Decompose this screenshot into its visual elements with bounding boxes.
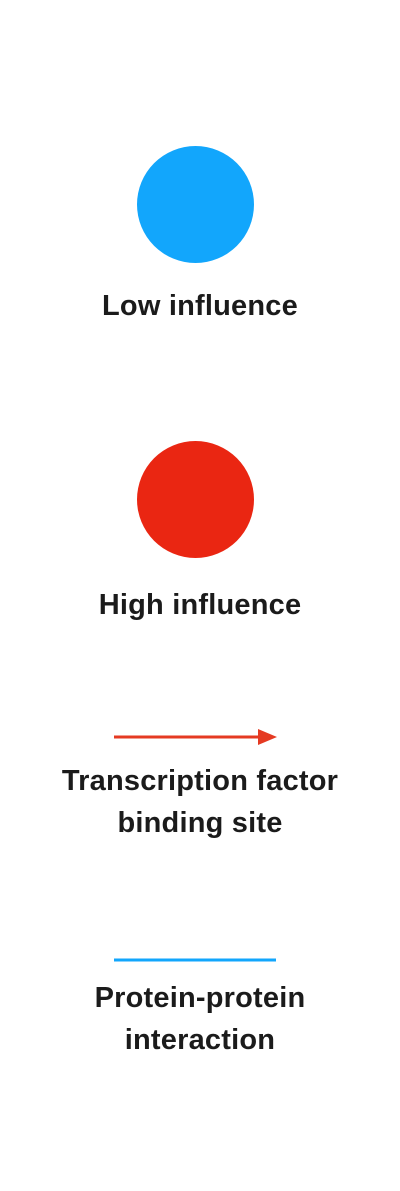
ppi-label-line2: interaction: [124, 1024, 276, 1056]
tf-binding-label-line1: Transcription factor: [61, 765, 339, 797]
ppi-line-icon: [114, 958, 276, 962]
tf-binding-arrow-icon: [114, 729, 277, 745]
high-influence-circle-icon: [137, 441, 254, 558]
low-influence-label: Low influence: [102, 290, 298, 322]
low-influence-circle-icon: [137, 146, 254, 263]
tf-binding-label: Transcription factor binding site: [0, 760, 400, 844]
ppi-label: Protein-protein interaction: [0, 977, 400, 1061]
tf-binding-arrow-head: [258, 729, 277, 745]
tf-binding-label-line2: binding site: [117, 807, 283, 839]
ppi-label-line1: Protein-protein: [94, 982, 306, 1014]
high-influence-label: High influence: [98, 589, 302, 621]
